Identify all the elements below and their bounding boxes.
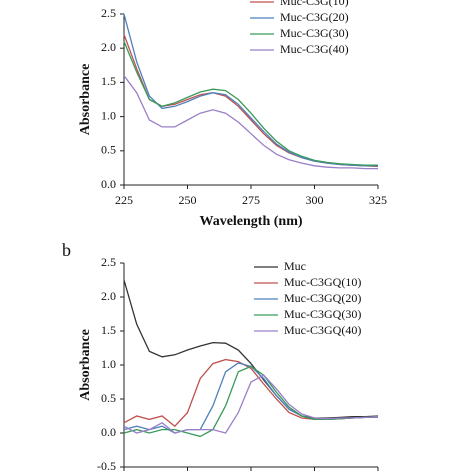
x-tick-label: 250: [179, 193, 197, 207]
legend-label: Muc-C3GQ(20): [284, 291, 361, 305]
panel-label: b: [62, 240, 71, 260]
x-axis-label: Wavelength (nm): [199, 214, 302, 229]
x-tick-label: 225: [115, 193, 133, 207]
x-tick-label: 275: [242, 193, 260, 207]
y-tick-label: 1.0: [101, 357, 116, 371]
x-tick-label: 300: [306, 193, 324, 207]
x-tick-label: 325: [369, 193, 387, 207]
legend-label: Muc-C3G(10): [280, 0, 349, 8]
legend-label: Muc-C3GQ(10): [284, 275, 361, 289]
series-line: [123, 13, 378, 167]
legend-label: Muc-C3G(20): [280, 10, 349, 24]
y-tick-label: 1.5: [101, 74, 116, 88]
y-tick-label: 0.0: [101, 425, 116, 439]
y-tick-label: 2.0: [101, 289, 116, 303]
series-line: [123, 374, 379, 434]
y-axis-label: Absorbance: [78, 329, 93, 401]
y-tick-label: 0.0: [101, 177, 116, 191]
y-tick-label: 2.5: [101, 255, 116, 269]
y-tick-label: 2.0: [101, 40, 116, 54]
y-tick-label: 1.5: [101, 323, 116, 337]
y-tick-label: 0.5: [101, 143, 116, 157]
legend-label: Muc-C3GQ(30): [284, 307, 361, 321]
y-tick-label: 1.0: [101, 108, 116, 122]
legend-label: Muc-C3GQ(40): [284, 323, 361, 337]
y-axis-label: Absorbance: [78, 64, 93, 136]
y-tick-label: 0.5: [101, 391, 116, 405]
series-line: [123, 358, 379, 428]
y-tick-label: -0.5: [97, 459, 116, 473]
series-line: [123, 365, 379, 438]
legend-label: Muc-C3G(40): [280, 42, 349, 56]
series-line: [123, 41, 378, 166]
y-tick-label: 2.5: [101, 6, 116, 20]
legend-label: Muc: [284, 259, 306, 273]
series-line: [123, 75, 378, 170]
legend-label: Muc-C3G(30): [280, 26, 349, 40]
